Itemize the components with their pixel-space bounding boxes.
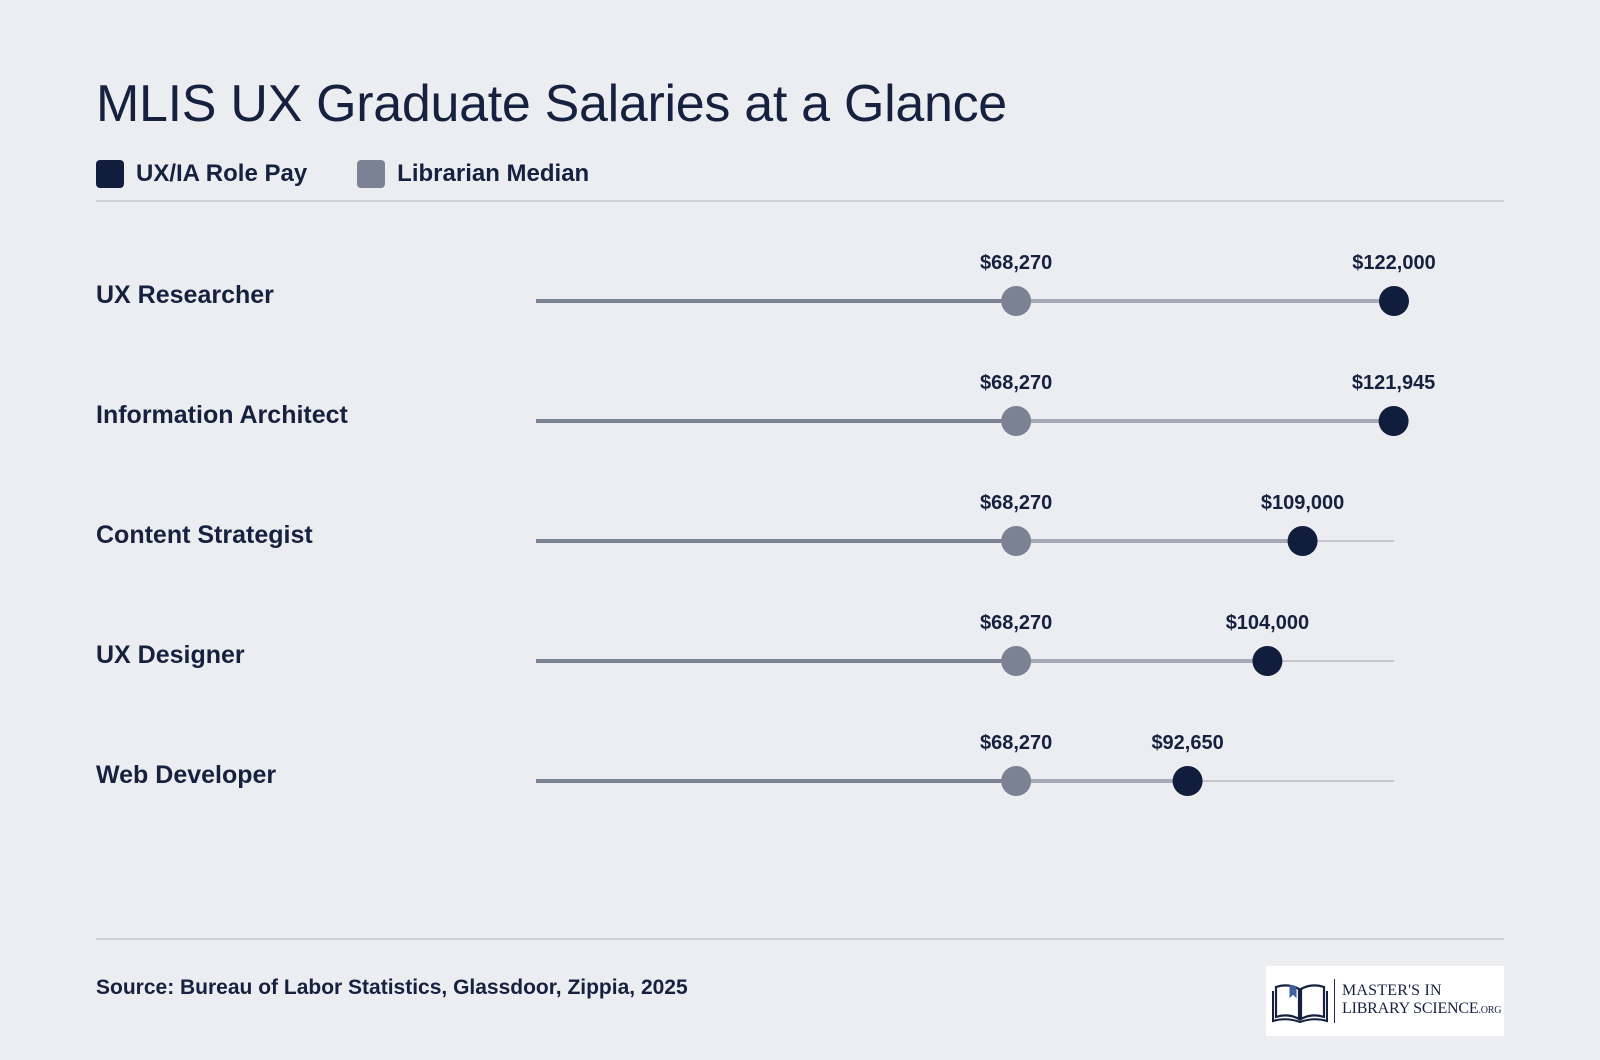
row-label-content-strategist: Content Strategist — [96, 521, 313, 549]
legend-swatch-librarian-median — [357, 160, 386, 188]
median-value-label-content-strategist: $68,270 — [980, 492, 1052, 514]
logo-line2: LIBRARY SCIENCE.ORG — [1342, 1000, 1501, 1020]
legend: UX/IA Role Pay Librarian Median — [96, 160, 639, 188]
role-dot-content-strategist — [1287, 526, 1318, 556]
row-label-ux-designer: UX Designer — [96, 641, 245, 669]
median-value-label-ux-designer: $68,270 — [980, 612, 1052, 634]
footer-divider — [96, 938, 1504, 940]
role-dot-web-developer — [1172, 766, 1203, 796]
logo-line2-text: LIBRARY SCIENCE — [1342, 1000, 1479, 1017]
role-value-label-web-developer: $92,650 — [1151, 732, 1223, 754]
logo-divider — [1334, 979, 1335, 1023]
median-dot-information-architect — [1001, 406, 1032, 436]
median-value-label-ux-researcher: $68,270 — [980, 252, 1052, 274]
row-label-web-developer: Web Developer — [96, 761, 276, 789]
legend-item-role-pay: UX/IA Role Pay — [96, 160, 307, 188]
role-dot-ux-researcher — [1379, 286, 1409, 316]
logo-org-suffix: .ORG — [1478, 1005, 1502, 1016]
legend-label-librarian-median: Librarian Median — [397, 160, 590, 187]
source-note: Source: Bureau of Labor Statistics, Glas… — [96, 976, 688, 999]
median-dot-ux-researcher — [1001, 286, 1032, 316]
legend-item-librarian-median: Librarian Median — [357, 160, 589, 188]
chart-title: MLIS UX Graduate Salaries at a Glance — [96, 75, 1007, 133]
logo-wordmark: MASTER'S IN LIBRARY SCIENCE.ORG — [1342, 982, 1501, 1020]
median-dot-ux-designer — [1001, 646, 1032, 676]
median-value-label-information-architect: $68,270 — [980, 372, 1052, 394]
row-label-ux-researcher: UX Researcher — [96, 281, 274, 309]
open-book-icon — [1272, 984, 1328, 1023]
role-value-label-information-architect: $121,945 — [1352, 372, 1435, 394]
role-value-label-ux-researcher: $122,000 — [1352, 252, 1435, 274]
median-dot-web-developer — [1001, 766, 1032, 796]
header-divider — [96, 200, 1504, 202]
dumbbell-chart: UX Researcher $68,270 $122,000 Information … — [96, 252, 1436, 796]
role-dot-information-architect — [1378, 406, 1409, 436]
role-value-label-ux-designer: $104,000 — [1226, 612, 1309, 634]
legend-label-role-pay: UX/IA Role Pay — [136, 160, 308, 187]
role-value-label-content-strategist: $109,000 — [1261, 492, 1344, 514]
site-logo: MASTER'S IN LIBRARY SCIENCE.ORG — [1266, 966, 1504, 1036]
row-label-information-architect: Information Architect — [96, 401, 349, 429]
median-value-label-web-developer: $68,270 — [980, 732, 1052, 754]
logo-line1: MASTER'S IN — [1342, 982, 1442, 999]
median-dot-content-strategist — [1001, 526, 1032, 556]
legend-swatch-role-pay — [96, 160, 124, 188]
role-dot-ux-designer — [1252, 646, 1283, 676]
